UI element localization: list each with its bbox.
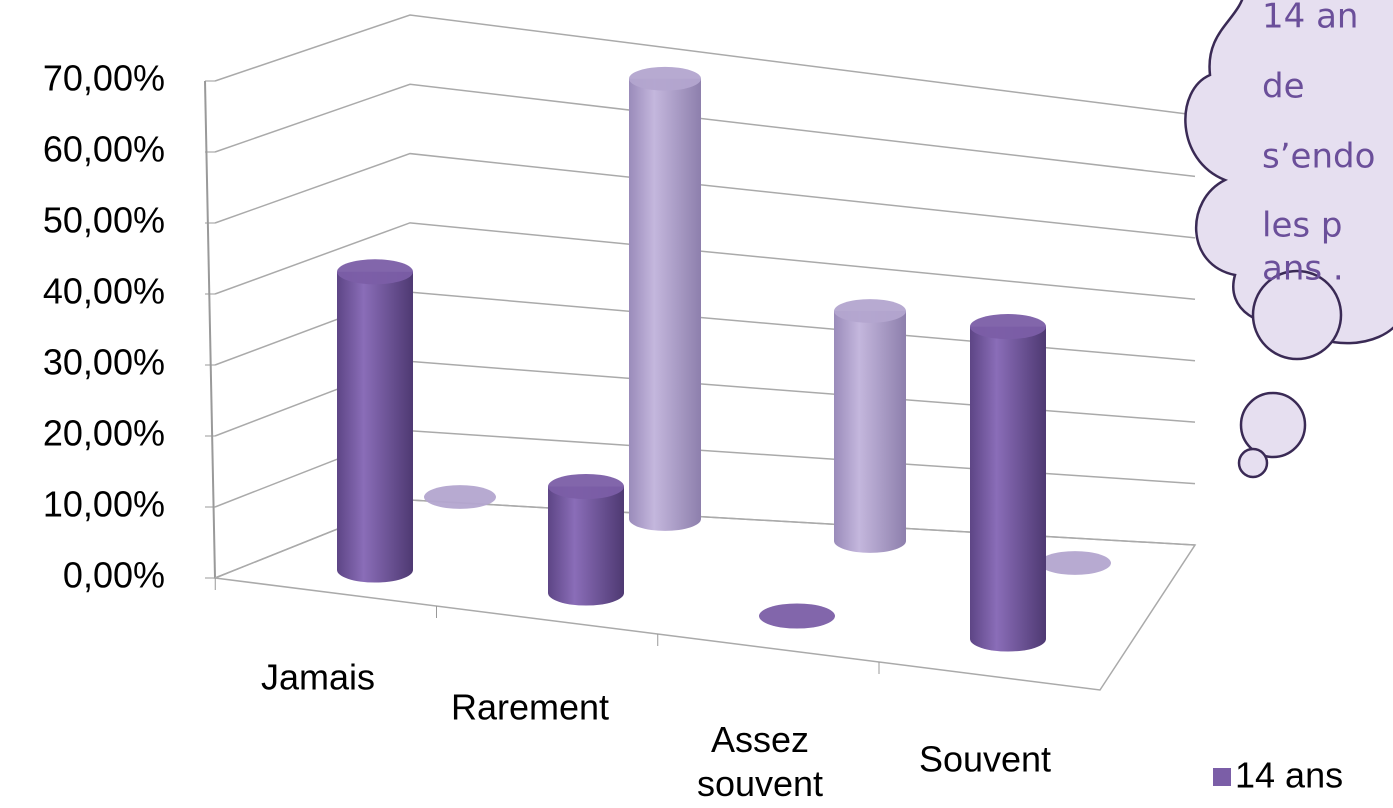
annotation-line: 14 an [1262,0,1358,37]
legend-label: 14 ans [1235,755,1343,796]
grid-line [214,83,1196,178]
x-tick-label: Jamais [261,657,375,698]
cylinder-top [1039,551,1111,575]
cylinder-body [970,326,1046,652]
bubble-dot [1237,447,1269,479]
x-tick-label: Souvent [919,739,1051,780]
axis-line [204,80,216,579]
y-tick-label: 50,00% [43,200,165,241]
y-tick-label: 70,00% [43,58,165,99]
legend-swatch [1213,768,1231,786]
cylinder-top [970,314,1046,340]
annotation-line: les p [1262,206,1342,246]
cylinder-body [548,486,624,606]
cylinder-body [629,78,701,531]
annotation-line: de [1262,67,1305,107]
cylinder-top [629,66,701,91]
cylinder-top [337,259,413,285]
annotation-line: s’endo [1262,137,1375,177]
cylinder-top [424,485,496,509]
grid-line [214,222,1196,301]
cylinder-top [548,473,624,500]
x-tick-label: Assez souvent [697,719,823,804]
grid-line [214,14,1196,116]
cylinder-body [834,311,906,553]
x-tick-label: Rarement [451,687,609,728]
y-tick-label: 30,00% [43,342,165,383]
annotation-line: ans . [1262,249,1344,289]
cylinder-top [834,299,906,323]
y-tick-label: 40,00% [43,271,165,312]
y-tick-label: 10,00% [43,484,165,525]
grid-line [214,152,1196,239]
bubble-dot [1251,269,1343,361]
cylinder-body [337,271,413,583]
y-tick-label: 20,00% [43,413,165,454]
bubble-dot [1239,391,1307,459]
cylinder-top [759,603,835,629]
y-tick-label: 0,00% [63,555,165,596]
y-tick-label: 60,00% [43,129,165,170]
